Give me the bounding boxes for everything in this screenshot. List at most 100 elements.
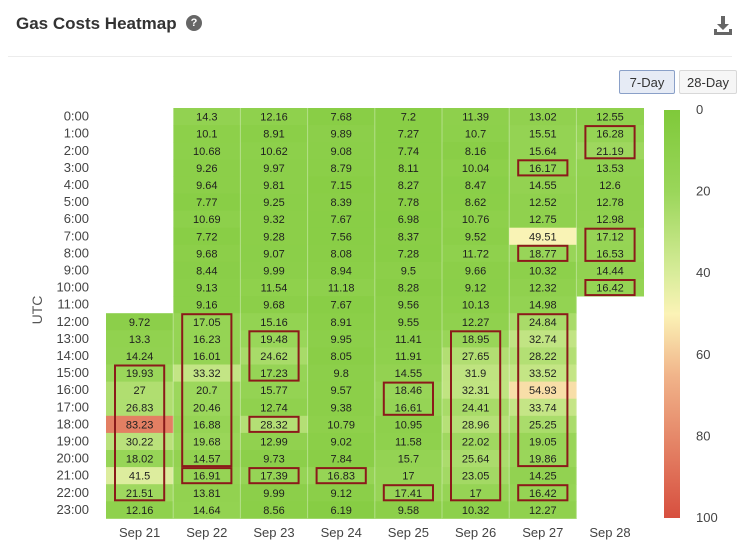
heatmap-cell (307, 296, 376, 314)
heatmap-cell (442, 347, 510, 365)
download-icon[interactable] (712, 14, 734, 36)
cell-value-label: 7.68 (330, 112, 351, 124)
heatmap-cell (173, 415, 241, 434)
cell-value-label: 9.97 (263, 163, 284, 175)
y-tick-label: 3:00 (64, 160, 89, 175)
cell-value-label: 8.62 (465, 197, 486, 209)
cell-value-label: 15.77 (260, 385, 288, 397)
y-tick-label: 15:00 (56, 365, 89, 380)
highlight-box (248, 330, 300, 382)
heatmap-cell (240, 450, 308, 468)
x-tick-label: Sep 21 (119, 525, 160, 540)
heatmap-cell (442, 415, 510, 434)
highlight-box (315, 467, 367, 485)
heatmap-cell (509, 313, 577, 331)
cell-value-label: 9.95 (330, 334, 351, 346)
cell-value-label: 21.19 (596, 146, 624, 158)
heatmap-cell (307, 381, 376, 400)
heatmap-cell (240, 261, 308, 280)
heatmap-cell (442, 364, 510, 382)
cell-value-label: 28.32 (260, 419, 288, 431)
cell-value-label: 12.75 (529, 214, 557, 226)
cell-value-label: 9.12 (330, 488, 351, 500)
heatmap-cell (509, 296, 577, 314)
cell-value-label: 14.55 (395, 368, 423, 380)
heatmap-cell (374, 432, 443, 451)
cell-value-label: 9.99 (263, 488, 284, 500)
heatmap-cell (173, 313, 241, 331)
scale-tick-label: 80 (696, 428, 710, 443)
heatmap-cell (442, 313, 510, 331)
cell-value-label: 10.13 (462, 300, 490, 312)
highlight-box (114, 364, 166, 502)
highlight-box (584, 125, 636, 160)
cell-value-label: 16.53 (596, 248, 624, 260)
y-tick-label: 19:00 (56, 433, 89, 448)
scale-tick-label: 60 (696, 347, 710, 362)
cell-value-label: 8.37 (398, 231, 419, 243)
cell-value-label: 27 (133, 385, 145, 397)
y-tick-label: 23:00 (56, 502, 89, 517)
heatmap-cell (307, 279, 376, 297)
y-tick-label: 2:00 (64, 143, 89, 158)
heatmap-cell (576, 227, 644, 246)
y-tick-label: 13:00 (56, 331, 89, 346)
cell-value-label: 7.67 (330, 214, 351, 226)
y-tick-label: 18:00 (56, 416, 89, 431)
heatmap-cell (576, 261, 644, 280)
color-scale-ticks: 0 20 40 60 80 100 (696, 102, 718, 525)
heatmap-cell (509, 210, 577, 229)
heatmap-cell (442, 296, 510, 314)
x-tick-label: Sep 22 (186, 525, 227, 540)
highlight-box (181, 467, 233, 485)
cell-value-label: 12.27 (462, 317, 490, 329)
cell-value-label: 41.5 (129, 471, 150, 483)
heatmap-cell (509, 432, 577, 451)
heatmap-cell (240, 364, 308, 382)
heatmap-cell (442, 381, 510, 400)
cell-value-label: 7.56 (330, 231, 351, 243)
range-7day-button[interactable]: 7-Day (619, 70, 675, 94)
heatmap-cell (307, 193, 376, 211)
range-28day-button[interactable]: 28-Day (679, 70, 737, 94)
cell-value-label: 8.16 (465, 146, 486, 158)
cell-value-label: 19.68 (193, 436, 221, 448)
heatmap-cell (173, 501, 241, 519)
cell-value-label: 31.9 (465, 368, 486, 380)
heatmap-cell (240, 159, 308, 177)
cell-value-label: 14.64 (193, 505, 221, 517)
heatmap-cell (173, 159, 241, 177)
heatmap-cell (576, 108, 644, 126)
color-scale-bar (664, 110, 680, 518)
cell-value-label: 16.61 (395, 402, 423, 414)
heatmap-cell (240, 296, 308, 314)
cell-value-label: 12.74 (260, 402, 288, 414)
heatmap-cell (240, 125, 308, 143)
cell-value-label: 8.08 (330, 248, 351, 260)
cell-value-label: 25.25 (529, 419, 557, 431)
heatmap-cell (442, 398, 510, 417)
heatmap-cell (307, 364, 376, 382)
y-axis-ticks: 0:00 1:00 2:00 3:00 4:00 5:00 6:00 7:00 8:00 9:00… (56, 109, 89, 517)
cell-value-label: 9.13 (196, 283, 217, 295)
heatmap-cell (307, 244, 376, 263)
cell-value-label: 14.98 (529, 300, 557, 312)
cell-value-label: 9.8 (334, 368, 349, 380)
heatmap-value-labels: 14.3 12.16 7.68 7.2 11.39 13.02 12.55 10.1 8.91 9… (126, 112, 624, 517)
cell-value-label: 10.95 (395, 419, 423, 431)
cell-value-label: 7.72 (196, 231, 217, 243)
highlight-boxes (114, 125, 636, 502)
heatmap-cell (374, 313, 443, 331)
cell-value-label: 17.23 (260, 368, 288, 380)
cell-value-label: 14.24 (126, 351, 154, 363)
heatmap-cell (442, 176, 510, 194)
heatmap-cell (576, 159, 644, 177)
heatmap-cell (173, 450, 241, 468)
cell-value-label: 14.44 (596, 265, 624, 277)
heatmap-cell (442, 244, 510, 263)
help-icon[interactable]: ? (186, 15, 202, 31)
heatmap-cell (307, 484, 376, 502)
heatmap-cell (374, 450, 443, 468)
cell-value-label: 9.73 (263, 454, 284, 466)
heatmap-cell (240, 244, 308, 263)
